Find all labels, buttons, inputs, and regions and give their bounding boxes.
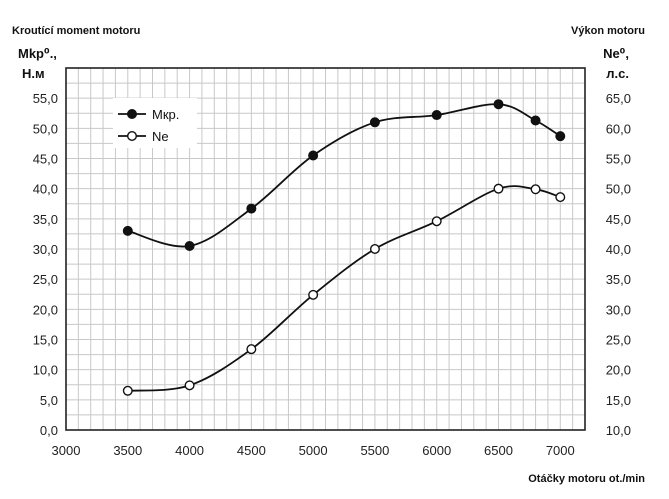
- y-right-tick-label: 10,0: [606, 423, 631, 438]
- data-point-mkr: [246, 203, 257, 214]
- y-left-tick-label: 15,0: [33, 333, 58, 348]
- data-point-mkr: [530, 115, 541, 126]
- y-left-tick-label: 45,0: [33, 152, 58, 167]
- right-axis-symbol: Ne⁰,: [603, 46, 629, 61]
- data-point-ne: [308, 289, 319, 300]
- data-point-mkr: [122, 225, 133, 236]
- legend-box: [113, 98, 197, 148]
- y-left-tick-label: 35,0: [33, 212, 58, 227]
- left-axis-title: Kroutící moment motoru: [12, 25, 140, 37]
- y-left-tick-label: 5,0: [40, 393, 58, 408]
- tick-labels: 3000 3500 4000 4500 5000 5500 6000 6500 7000 0,0 5…: [33, 91, 631, 458]
- legend-marker-ne: [126, 130, 137, 141]
- series-line-ne: [127, 185, 561, 392]
- right-axis-title: Výkon motoru: [571, 25, 645, 37]
- y-right-tick-label: 60,0: [606, 121, 631, 136]
- data-point-ne: [122, 385, 133, 396]
- data-point-ne: [184, 380, 195, 391]
- y-right-tick-label: 55,0: [606, 152, 631, 167]
- legend-label-ne: Ne: [152, 129, 169, 144]
- data-point-mkr: [369, 117, 380, 128]
- y-right-tick-label: 15,0: [606, 393, 631, 408]
- x-tick-label: 3500: [113, 443, 142, 458]
- y-left-tick-label: 10,0: [33, 363, 58, 378]
- y-right-tick-label: 20,0: [606, 363, 631, 378]
- y-left-tick-label: 25,0: [33, 272, 58, 287]
- y-left-tick-label: 55,0: [33, 91, 58, 106]
- x-axis-label: Otáčky motoru ot./min: [528, 473, 645, 485]
- left-axis-symbol: Mkp⁰.,: [18, 46, 57, 61]
- data-point-ne: [493, 183, 504, 194]
- series-line-mkr: [127, 103, 561, 248]
- left-axis-unit: Н.м: [22, 66, 45, 81]
- legend-marker-mkr: [126, 108, 137, 119]
- x-tick-label: 6500: [484, 443, 513, 458]
- x-tick-label: 3000: [52, 443, 81, 458]
- right-axis-unit: л.с.: [606, 66, 629, 81]
- y-left-tick-label: 0,0: [40, 423, 58, 438]
- data-point-mkr: [493, 99, 504, 110]
- data-curves: [122, 99, 566, 396]
- legend-label-mkr: Мкр.: [152, 107, 179, 122]
- x-tick-label: 7000: [546, 443, 575, 458]
- y-left-tick-label: 30,0: [33, 242, 58, 257]
- data-point-mkr: [184, 240, 195, 251]
- y-right-tick-label: 30,0: [606, 302, 631, 317]
- y-left-tick-label: 50,0: [33, 121, 58, 136]
- x-tick-label: 5500: [360, 443, 389, 458]
- y-right-tick-label: 35,0: [606, 272, 631, 287]
- data-point-mkr: [431, 110, 442, 121]
- x-tick-label: 4500: [237, 443, 266, 458]
- data-point-mkr: [555, 131, 566, 142]
- data-point-mkr: [308, 150, 319, 161]
- x-tick-label: 6000: [422, 443, 451, 458]
- data-point-ne: [431, 216, 442, 227]
- data-point-ne: [555, 192, 566, 203]
- x-tick-label: 4000: [175, 443, 204, 458]
- y-left-tick-label: 20,0: [33, 302, 58, 317]
- data-point-ne: [246, 344, 257, 355]
- legend: Мкр. Ne: [113, 98, 197, 148]
- y-right-tick-label: 25,0: [606, 333, 631, 348]
- y-right-tick-label: 65,0: [606, 91, 631, 106]
- y-left-tick-label: 40,0: [33, 182, 58, 197]
- data-point-ne: [530, 184, 541, 195]
- x-tick-label: 5000: [299, 443, 328, 458]
- y-right-tick-label: 45,0: [606, 212, 631, 227]
- data-point-ne: [369, 243, 380, 254]
- y-right-tick-label: 40,0: [606, 242, 631, 257]
- y-right-tick-label: 50,0: [606, 182, 631, 197]
- plot-frame: [65, 67, 586, 431]
